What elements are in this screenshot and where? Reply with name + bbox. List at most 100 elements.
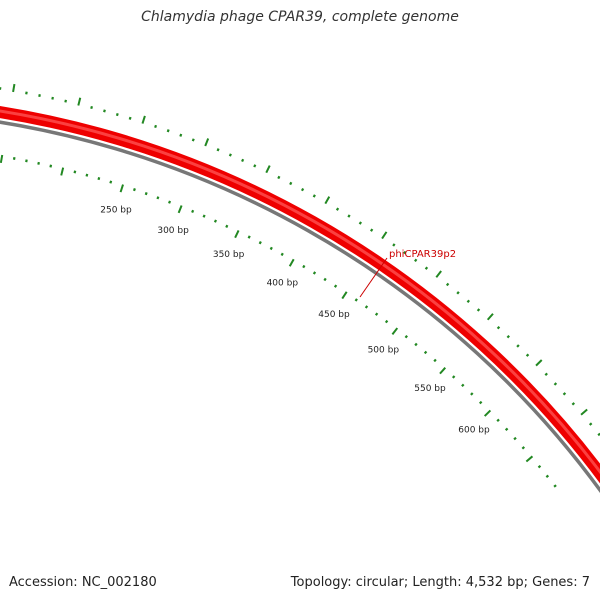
minor-tick — [90, 105, 93, 110]
minor-tick — [216, 148, 220, 152]
minor-tick — [228, 153, 232, 157]
outer-tick-ring — [0, 83, 600, 437]
minor-tick — [333, 284, 338, 288]
minor-tick — [323, 277, 327, 282]
minor-tick — [154, 124, 158, 129]
tick-label: 300 bp — [157, 226, 189, 236]
major-tick — [265, 165, 271, 174]
major-tick — [119, 184, 124, 193]
minor-tick — [354, 298, 358, 302]
gene-feature[interactable] — [0, 102, 600, 501]
minor-tick — [451, 375, 456, 379]
minor-tick — [544, 372, 548, 376]
inner-tick-ring — [0, 154, 557, 488]
minor-tick — [191, 209, 195, 213]
major-tick — [288, 258, 295, 267]
minor-tick — [128, 116, 132, 120]
major-tick — [391, 327, 399, 335]
tick-label: 550 bp — [414, 384, 446, 394]
major-tick — [525, 455, 534, 463]
major-tick — [12, 83, 16, 93]
major-tick — [435, 270, 442, 278]
major-tick — [324, 196, 331, 205]
gene-feature-highlight — [0, 109, 600, 475]
minor-tick — [461, 383, 465, 388]
major-tick — [535, 359, 543, 367]
minor-tick — [504, 427, 509, 432]
minor-tick — [191, 138, 195, 142]
minor-tick — [302, 264, 306, 269]
minor-tick — [64, 99, 68, 103]
minor-tick — [115, 112, 119, 117]
tick-label: 400 bp — [267, 278, 299, 288]
minor-tick — [466, 299, 471, 304]
minor-tick — [404, 335, 408, 339]
minor-tick — [553, 484, 557, 488]
minor-tick — [97, 176, 101, 181]
major-tick — [177, 205, 183, 214]
minor-tick — [51, 96, 54, 100]
minor-tick — [414, 258, 418, 262]
minor-tick — [156, 196, 160, 200]
major-tick — [439, 366, 447, 375]
minor-tick — [38, 94, 41, 98]
minor-tick — [525, 353, 530, 357]
minor-tick — [456, 291, 460, 295]
tick-label: 600 bp — [458, 426, 490, 436]
minor-tick — [588, 422, 593, 426]
minor-tick — [213, 219, 217, 223]
major-tick — [486, 313, 494, 321]
major-tick — [381, 231, 388, 240]
major-tick — [341, 291, 348, 300]
minor-tick — [496, 325, 501, 330]
minor-tick — [168, 200, 172, 204]
minor-tick — [537, 464, 542, 469]
minor-tick — [571, 402, 576, 406]
minor-tick — [445, 282, 450, 287]
minor-tick — [202, 214, 206, 218]
minor-tick — [179, 133, 183, 137]
minor-tick — [25, 159, 28, 163]
major-tick — [77, 97, 82, 106]
accession-text: Accession: NC_002180 — [9, 575, 157, 590]
minor-tick — [553, 382, 558, 386]
minor-tick — [277, 175, 281, 180]
minor-tick — [73, 170, 77, 174]
minor-tick — [370, 228, 374, 232]
major-tick — [204, 138, 210, 147]
minor-tick — [253, 164, 257, 168]
minor-tick — [269, 246, 273, 251]
major-tick — [483, 409, 492, 417]
minor-tick — [258, 240, 262, 245]
tick-label: 250 bp — [100, 205, 132, 215]
minor-tick — [414, 342, 418, 347]
minor-tick — [521, 446, 526, 450]
minor-tick — [476, 308, 481, 312]
minor-tick — [312, 194, 316, 198]
minor-tick — [513, 436, 517, 441]
minor-tick — [403, 250, 407, 255]
major-tick — [60, 167, 65, 176]
gene-label[interactable]: phiCPAR39p2 — [389, 249, 456, 260]
tick-label: 350 bp — [213, 250, 245, 260]
major-tick — [0, 154, 4, 164]
minor-tick — [470, 392, 474, 396]
minor-tick — [423, 350, 428, 355]
tick-label: 500 bp — [368, 345, 400, 355]
major-tick — [234, 229, 240, 239]
minor-tick — [506, 335, 510, 339]
minor-tick — [358, 221, 362, 225]
minor-tick — [545, 474, 550, 478]
minor-tick — [300, 187, 305, 192]
minor-tick — [374, 312, 379, 316]
minor-tick — [49, 164, 53, 168]
minor-tick — [109, 180, 113, 184]
minor-tick — [433, 358, 437, 363]
minor-tick — [364, 305, 369, 309]
minor-tick — [280, 252, 284, 257]
minor-tick — [312, 271, 317, 275]
minor-tick — [144, 192, 148, 196]
minor-tick — [103, 109, 106, 113]
minor-tick — [478, 400, 483, 405]
tick-labels: 250 bp 300 bp 350 bp 400 bp 450 bp 500 bp 550 … — [100, 205, 490, 435]
